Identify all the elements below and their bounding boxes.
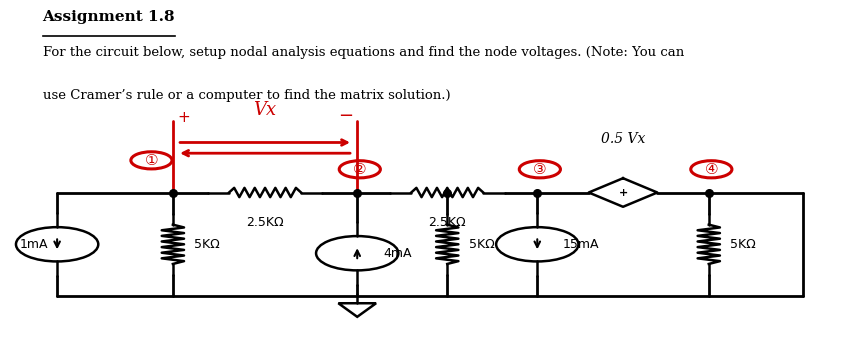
Text: −: − — [338, 107, 353, 125]
Text: For the circuit below, setup nodal analysis equations and find the node voltages: For the circuit below, setup nodal analy… — [42, 46, 683, 59]
Text: ②: ② — [353, 162, 366, 177]
Text: +: + — [177, 110, 190, 125]
Text: 1mA: 1mA — [20, 238, 48, 251]
Text: 5KΩ: 5KΩ — [194, 238, 220, 251]
Text: 2.5KΩ: 2.5KΩ — [429, 216, 466, 229]
Text: 4mA: 4mA — [383, 247, 411, 260]
Text: +: + — [619, 188, 627, 198]
Text: use Cramer’s rule or a computer to find the matrix solution.): use Cramer’s rule or a computer to find … — [42, 89, 450, 102]
Text: 2.5KΩ: 2.5KΩ — [246, 216, 284, 229]
Text: 0.5 Vx: 0.5 Vx — [600, 132, 645, 146]
Text: ④: ④ — [704, 162, 718, 177]
Text: ①: ① — [144, 153, 158, 168]
Text: 15mA: 15mA — [563, 238, 600, 251]
Text: 5KΩ: 5KΩ — [730, 238, 756, 251]
Text: Vx: Vx — [253, 101, 276, 119]
Text: ③: ③ — [533, 162, 547, 177]
Text: 5KΩ: 5KΩ — [468, 238, 494, 251]
Text: Assignment 1.8: Assignment 1.8 — [42, 10, 175, 24]
